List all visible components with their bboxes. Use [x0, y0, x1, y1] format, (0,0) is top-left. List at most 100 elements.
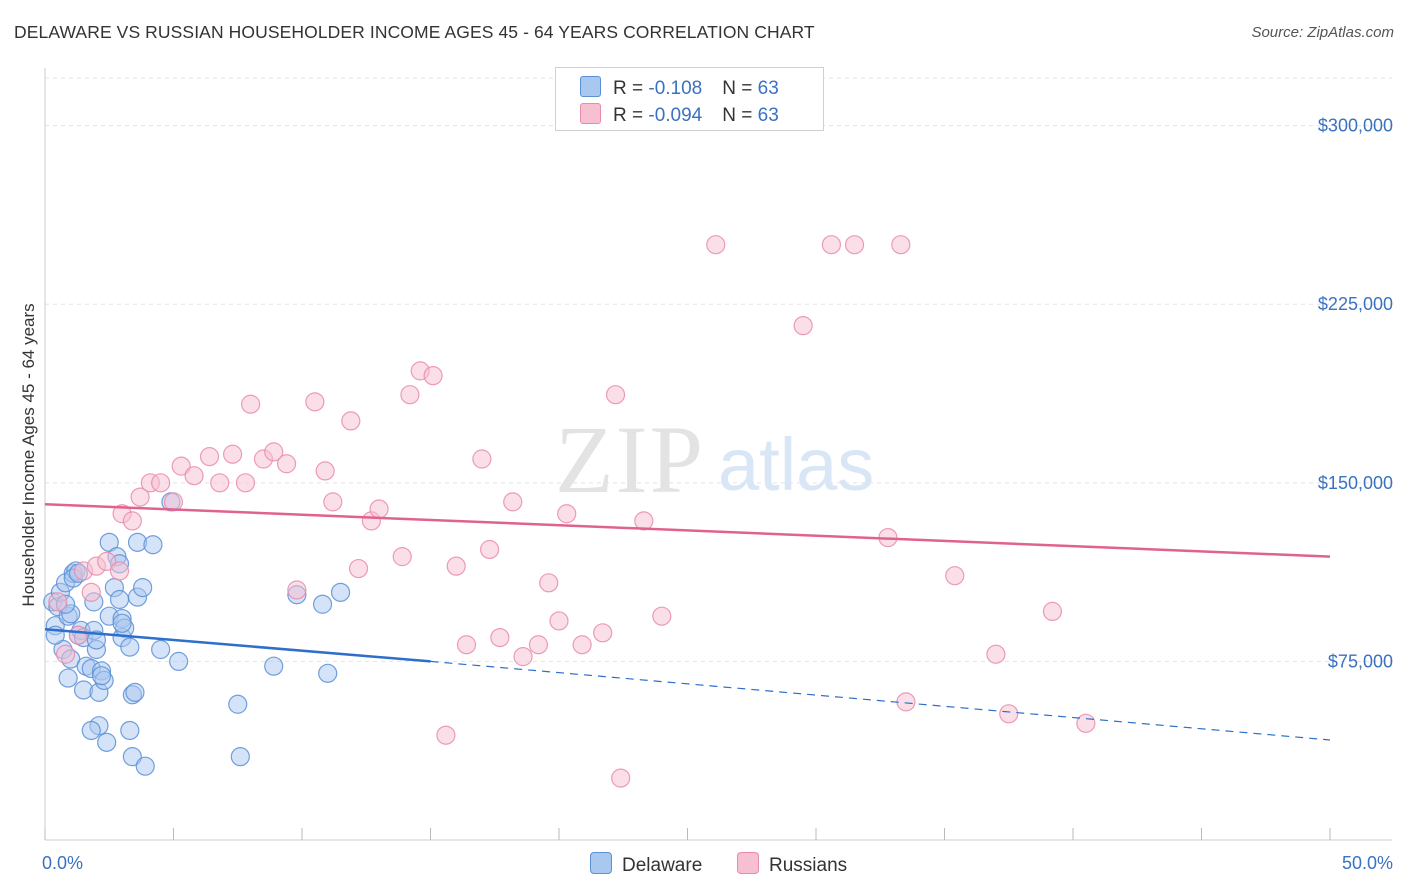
russians-point — [97, 551, 117, 571]
watermark-zip: ZIP — [555, 406, 705, 513]
russians-point — [896, 692, 916, 712]
russians-point — [48, 592, 68, 612]
russians-point — [605, 385, 626, 405]
tick-labels: $75,000 $150,000 $225,000 $300,000 0.0% 50.0% — [42, 116, 1393, 873]
russians-point — [210, 473, 230, 493]
legend-row-delaware: R = -0.108 N = 63 — [580, 76, 779, 100]
russians-point — [891, 235, 911, 255]
russians-point — [68, 625, 89, 645]
bottom-legend-russians: Russians — [737, 852, 847, 877]
russians-point — [446, 556, 466, 576]
y-tick-label: $75,000 — [1328, 651, 1393, 671]
delaware-point — [86, 630, 107, 650]
russians-point — [400, 385, 420, 405]
russians-point — [223, 444, 243, 464]
russians-point — [235, 473, 256, 493]
chart-title: DELAWARE VS RUSSIAN HOUSEHOLDER INCOME A… — [14, 22, 815, 42]
russians-point — [549, 611, 569, 631]
legend-n-label: N = — [722, 78, 758, 99]
delaware-point — [169, 651, 189, 672]
russians-point — [945, 566, 965, 586]
russians-point — [456, 635, 477, 655]
russians-point — [315, 461, 335, 481]
legend-r-label: R = — [613, 105, 649, 126]
y-axis-title: Householder Income Ages 45 - 64 years — [19, 303, 38, 606]
legend-r-value-delaware: -0.108 — [648, 78, 703, 99]
russians-swatch — [580, 103, 601, 124]
russians-point — [81, 582, 101, 602]
delaware-point — [112, 613, 132, 633]
russians-point — [528, 635, 549, 655]
y-tick-label: $225,000 — [1318, 294, 1393, 314]
delaware-legend-swatch — [590, 852, 612, 874]
russians-point — [611, 768, 631, 788]
delaware-point — [120, 720, 140, 741]
legend-n-label: N = — [722, 105, 758, 126]
russians-point — [1042, 601, 1063, 622]
russians-point — [572, 635, 592, 655]
russians-point — [305, 392, 325, 412]
russians-point — [122, 511, 142, 531]
delaware-point — [133, 577, 153, 598]
delaware-point — [230, 747, 250, 767]
delaware-point — [264, 656, 284, 676]
legend-r-label: R = — [613, 78, 649, 99]
delaware-trend-line — [44, 628, 431, 663]
delaware-point — [109, 589, 130, 610]
russians-point — [490, 627, 510, 648]
y-tick-label: $300,000 — [1318, 116, 1393, 136]
russians-point — [287, 580, 307, 600]
russians-points — [48, 235, 1096, 788]
russians-point — [423, 366, 443, 386]
delaware-trend-extension — [430, 660, 1331, 741]
watermark-atlas: atlas — [718, 423, 874, 506]
russians-point — [844, 235, 865, 255]
russians-point — [593, 623, 613, 643]
top-legend: R = -0.108 N = 63 R = -0.094 N = 63 — [555, 67, 824, 131]
russians-point — [706, 235, 726, 255]
russians-point — [264, 442, 284, 462]
russians-point — [503, 492, 523, 512]
delaware-point — [58, 668, 78, 688]
chart-source: Source: ZipAtlas.com — [1251, 24, 1394, 41]
axes — [44, 68, 1392, 841]
russians-point — [480, 539, 500, 560]
russians-point — [557, 504, 577, 524]
russians-point — [55, 644, 76, 664]
russians-point — [392, 547, 412, 567]
delaware-point — [312, 594, 333, 614]
delaware-point — [120, 637, 140, 657]
russians-trend-line — [44, 502, 1331, 558]
legend-n-value-russians: 63 — [757, 105, 779, 126]
russians-point — [199, 447, 220, 467]
delaware-point — [81, 720, 101, 741]
grid-lines — [45, 77, 1392, 662]
delaware-point — [125, 682, 145, 702]
legend-row-russians: R = -0.094 N = 63 — [580, 103, 779, 127]
delaware-point — [330, 582, 351, 602]
russians-point — [323, 492, 343, 512]
russians-point — [241, 394, 261, 414]
russians-legend-label: Russians — [769, 855, 848, 876]
russians-legend-swatch — [737, 852, 759, 874]
russians-point — [151, 473, 171, 493]
russians-point — [986, 644, 1006, 664]
x-tick-label-max: 50.0% — [1342, 853, 1393, 873]
russians-point — [184, 466, 204, 486]
delaware-swatch — [580, 76, 601, 97]
delaware-point — [143, 535, 163, 555]
russians-point — [341, 411, 361, 431]
y-tick-label: $150,000 — [1318, 473, 1393, 493]
russians-point — [369, 499, 389, 519]
russians-point — [634, 511, 654, 531]
delaware-point — [91, 666, 112, 686]
legend-r-value-russians: -0.094 — [648, 105, 703, 126]
x-tick-label-min: 0.0% — [42, 853, 83, 873]
russians-point — [163, 492, 184, 512]
trend-lines — [44, 502, 1331, 741]
russians-point — [539, 573, 559, 593]
russians-point — [821, 235, 842, 255]
delaware-point — [151, 639, 171, 660]
russians-point — [276, 454, 297, 474]
